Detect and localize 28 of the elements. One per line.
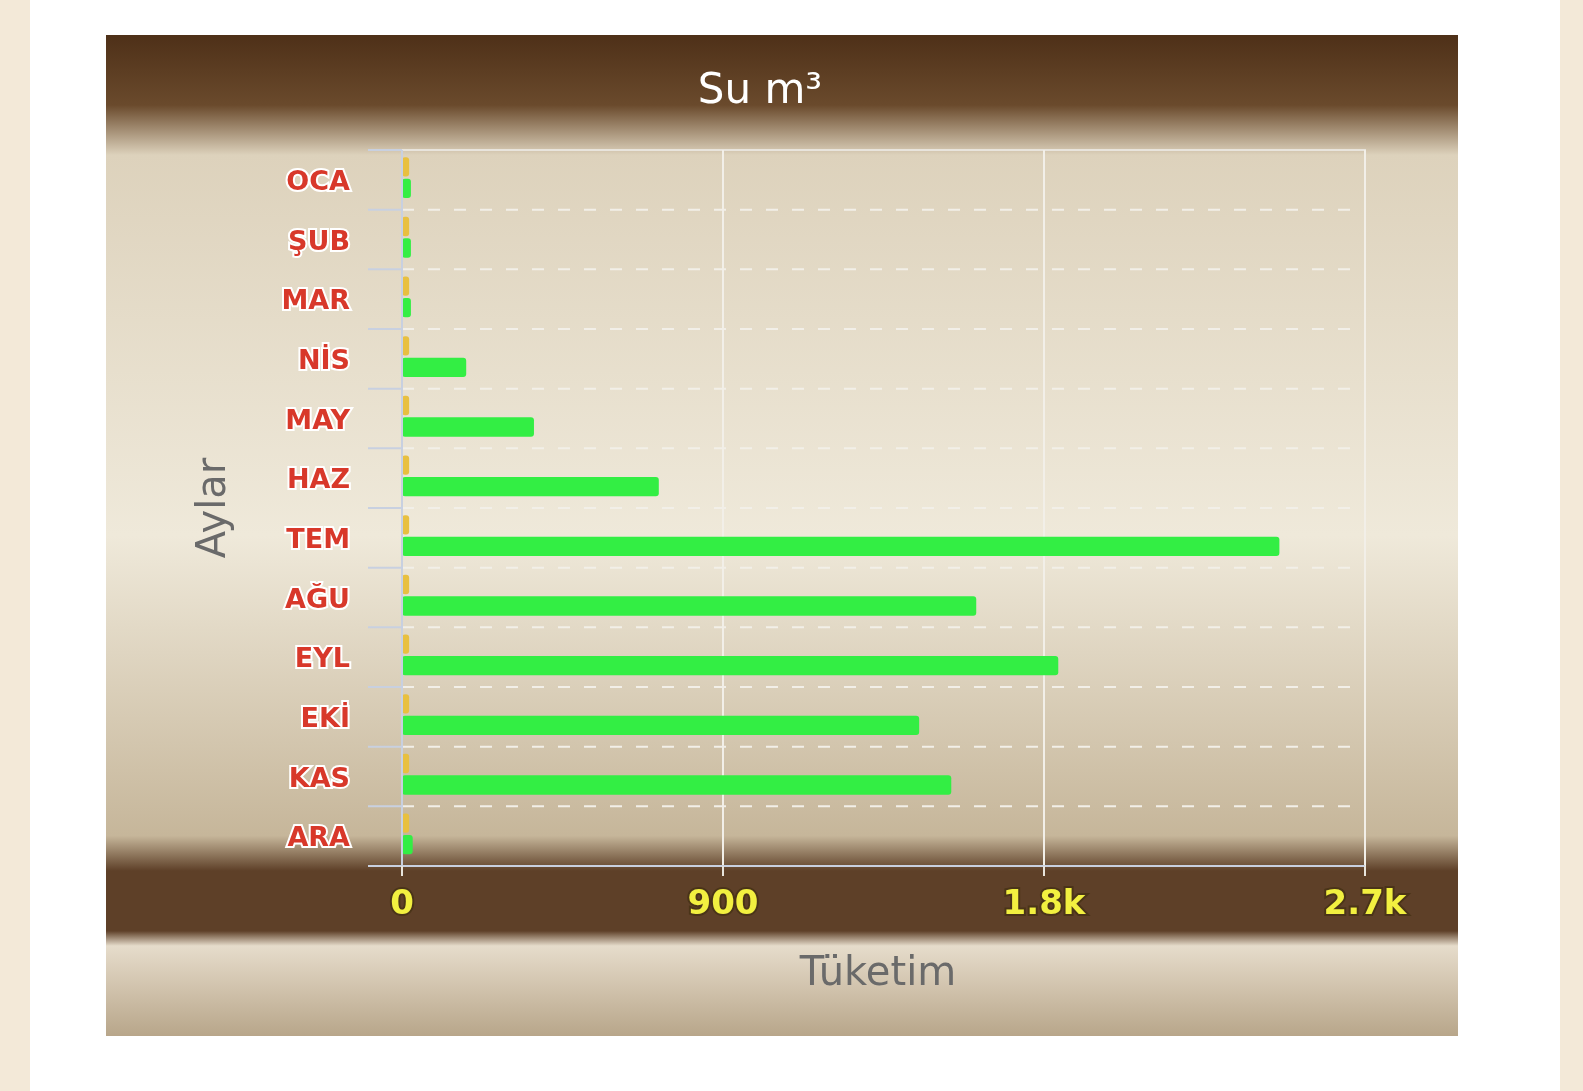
x-axis-title: Tüketim [798, 948, 957, 994]
y-tick-label: EYL [294, 642, 350, 674]
bar [402, 834, 413, 855]
y-tick-label: TEM [286, 522, 350, 554]
bar [402, 775, 952, 795]
y-tick-label: ARA [287, 821, 351, 853]
y-tick-label: EKİ [300, 701, 350, 733]
y-tick-label: KAS [288, 761, 350, 793]
bar [402, 596, 977, 616]
bar [402, 476, 659, 497]
x-tick-label: 1.8k [1002, 882, 1087, 922]
y-tick-label: ŞUB [288, 224, 350, 256]
x-tick-label: 2.7k [1323, 882, 1408, 922]
y-axis-title: Aylar [188, 457, 234, 559]
bar [402, 357, 467, 377]
x-tick-label: 900 [687, 882, 759, 922]
y-tick-label: OCA [286, 164, 351, 196]
bar [402, 536, 1280, 556]
bar [402, 715, 920, 735]
y-tick-label: AĞU [285, 582, 350, 614]
bar [402, 655, 1059, 676]
bar [402, 417, 534, 437]
x-tick-label: 0 [390, 882, 414, 922]
chart-title: Su m³ [697, 64, 823, 113]
y-tick-label: MAR [281, 284, 351, 316]
y-tick-label: NİS [297, 343, 350, 375]
y-tick-label: MAY [285, 403, 351, 435]
y-tick-label: HAZ [286, 463, 350, 495]
